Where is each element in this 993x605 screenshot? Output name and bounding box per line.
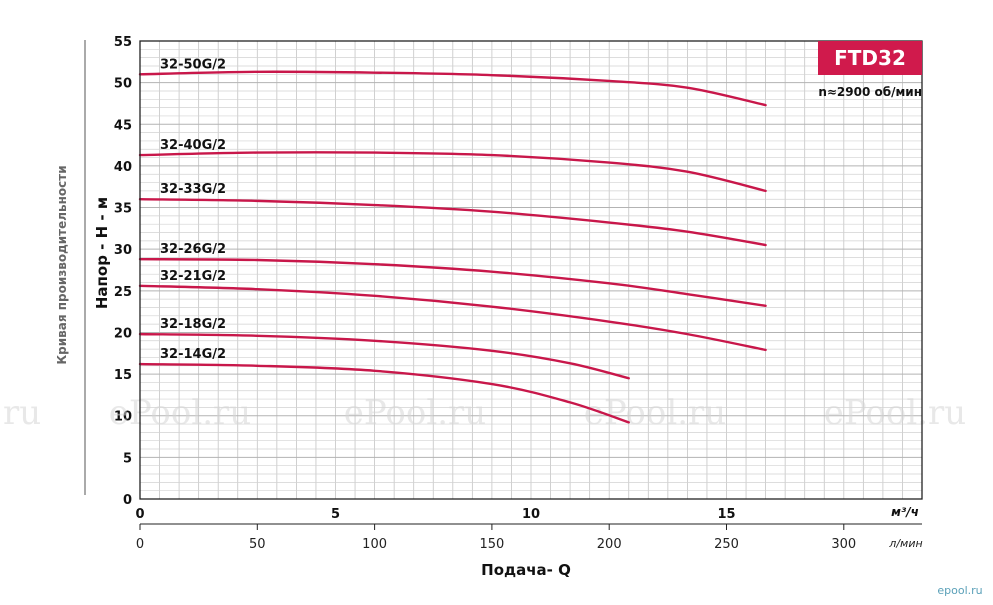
x-tick-label-secondary: 100 <box>362 537 387 552</box>
y-tick-label: 40 <box>114 160 132 175</box>
series-curve <box>138 257 767 308</box>
plot-frame <box>139 40 923 500</box>
x-tick-label-secondary: 200 <box>597 537 622 552</box>
model-badge-text: FTD32 <box>834 46 906 70</box>
x-tick-label-secondary: 150 <box>479 537 504 552</box>
grid <box>140 41 922 499</box>
series-label: 32-14G/2 <box>160 347 226 362</box>
series-curve <box>138 284 767 352</box>
series-label: 32-50G/2 <box>160 57 226 72</box>
y-tick-label: 20 <box>114 326 132 341</box>
y-tick-label: 45 <box>114 118 132 133</box>
watermark-text: ePool.ru <box>344 393 486 433</box>
x-tick-label-primary: 5 <box>331 507 340 522</box>
x-tick-label-secondary: 0 <box>136 537 144 552</box>
series-curve <box>138 70 767 107</box>
x-tick-label-primary: 15 <box>717 507 735 522</box>
corner-logo: epool.ru <box>937 584 982 597</box>
x-ticks-secondary: 0 50 100 150 200 250 300 <box>136 523 922 552</box>
y-tick-label: 5 <box>123 451 132 466</box>
y-tick-label: 10 <box>114 410 132 425</box>
x-tick-label-secondary: 250 <box>714 537 739 552</box>
series-labels: 32-50G/2 32-40G/2 32-33G/2 32-26G/2 32-21G/2… <box>160 57 226 362</box>
y-tick-label: 15 <box>114 368 132 383</box>
y-tick-label: 55 <box>114 35 132 50</box>
speed-note: n≈2900 об/мин <box>818 85 922 99</box>
series-label: 32-26G/2 <box>160 242 226 257</box>
y-tick-label: 0 <box>123 493 132 508</box>
x-tick-label-secondary: 50 <box>249 537 266 552</box>
series-curve <box>138 362 630 424</box>
curves <box>138 70 767 424</box>
y-axis-title: Напор - H - м <box>93 197 111 309</box>
watermark-text: ePool.ru <box>584 393 726 433</box>
x-unit-primary: м³/ч <box>891 505 919 519</box>
y-tick-label: 35 <box>114 202 132 217</box>
x-tick-label-primary: 0 <box>135 507 144 522</box>
series-label: 32-18G/2 <box>160 317 226 332</box>
x-tick-label-secondary: 300 <box>831 537 856 552</box>
y-tick-label: 50 <box>114 77 132 92</box>
watermark-text: ePool.ru <box>0 393 41 433</box>
series-curve <box>138 332 630 380</box>
series-label: 32-40G/2 <box>160 138 226 153</box>
watermark-text: ePool.ru <box>824 393 966 433</box>
side-label: Кривая производительности <box>55 165 69 364</box>
series-label: 32-21G/2 <box>160 269 226 284</box>
watermark-layer: ePool.ru ePool.ru ePool.ru ePool.ru ePool.ru <box>0 393 966 433</box>
y-tick-label: 25 <box>114 285 132 300</box>
y-tick-label: 30 <box>114 243 132 258</box>
series-label: 32-33G/2 <box>160 182 226 197</box>
x-unit-secondary: л/мин <box>888 537 922 550</box>
series-curve <box>138 151 767 193</box>
x-ticks-primary: 0 5 10 15 <box>135 507 735 522</box>
watermark-text: ePool.ru <box>109 393 251 433</box>
series-curve <box>138 198 767 247</box>
model-badge <box>818 41 922 75</box>
x-tick-label-primary: 10 <box>522 507 540 522</box>
x-axis-title: Подача- Q <box>481 561 571 579</box>
y-ticks: 0 5 10 15 20 25 30 35 40 45 50 55 <box>114 35 132 508</box>
